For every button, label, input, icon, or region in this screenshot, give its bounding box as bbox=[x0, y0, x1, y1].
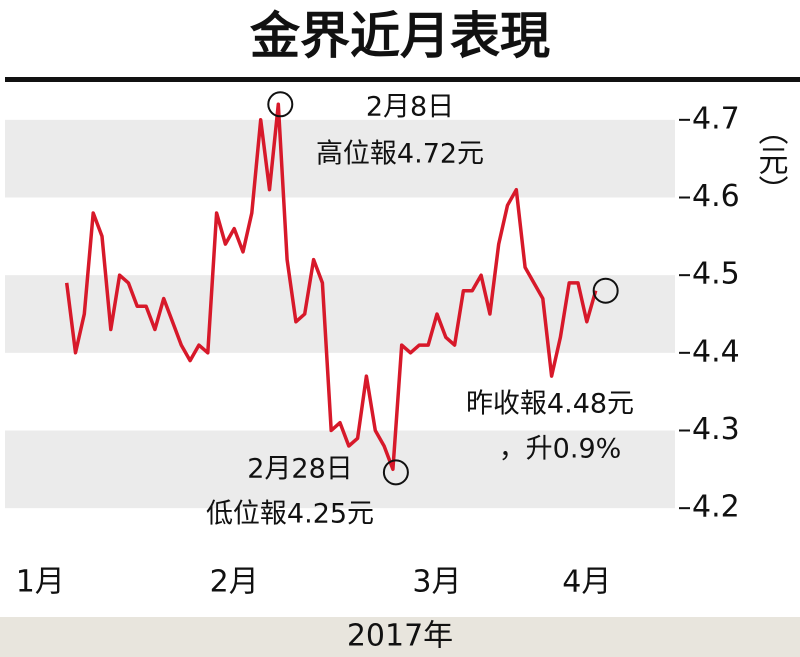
highlight-circle bbox=[382, 459, 409, 486]
annotation: 2月8日 bbox=[366, 92, 454, 123]
price-line bbox=[64, 102, 598, 472]
highlight-circle bbox=[592, 277, 619, 304]
y-tick-label: 4.2 bbox=[692, 490, 740, 525]
y-tick-label: 4.3 bbox=[692, 412, 740, 447]
grid-band bbox=[5, 119, 675, 198]
annotation: 高位報4.72元 bbox=[316, 139, 484, 170]
grid-band bbox=[5, 430, 675, 509]
annotation: 2月28日 bbox=[247, 454, 353, 485]
y-tick-label: 4.4 bbox=[692, 334, 740, 369]
x-tick-label: 2月 bbox=[210, 565, 259, 600]
annotation: 昨收報4.48元 bbox=[466, 389, 634, 420]
highlight-circle bbox=[267, 91, 294, 118]
x-axis-label: 2017年 bbox=[347, 619, 453, 654]
y-tick-label: 4.6 bbox=[692, 179, 740, 214]
x-tick-label: 4月 bbox=[562, 565, 611, 600]
y-axis-label: （元） bbox=[753, 115, 789, 205]
annotation: ，升0.9% bbox=[499, 434, 622, 465]
x-tick-label: 1月 bbox=[16, 565, 65, 600]
title-rule bbox=[5, 77, 800, 82]
footer-band bbox=[0, 617, 800, 657]
chart-title: 金界近月表現 bbox=[250, 6, 550, 65]
y-tick-label: 4.5 bbox=[692, 257, 740, 292]
x-tick-label: 3月 bbox=[412, 565, 461, 600]
annotation: 低位報4.25元 bbox=[206, 499, 374, 530]
y-tick-label: 4.7 bbox=[692, 101, 740, 136]
